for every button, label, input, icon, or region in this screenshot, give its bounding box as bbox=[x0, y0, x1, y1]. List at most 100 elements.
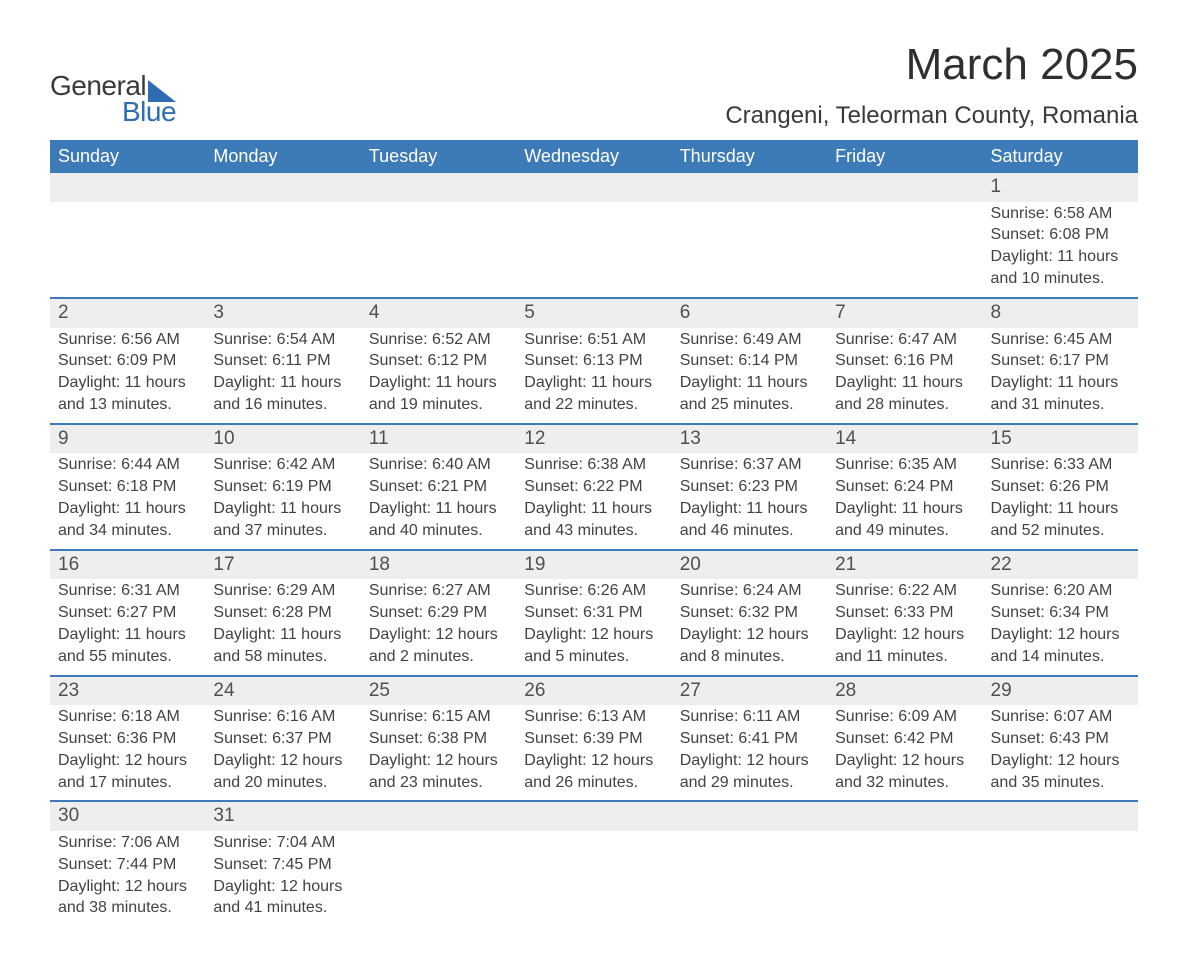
daylight-text-2: and 23 minutes. bbox=[369, 773, 508, 794]
day-number: 30 bbox=[50, 802, 205, 831]
calendar-data-cell bbox=[361, 202, 516, 298]
calendar-table: Sunday Monday Tuesday Wednesday Thursday… bbox=[50, 140, 1138, 926]
daylight-text-2: and 20 minutes. bbox=[213, 773, 352, 794]
calendar-daynum-cell bbox=[205, 173, 360, 202]
sunrise-text: Sunrise: 6:26 AM bbox=[524, 581, 663, 602]
sunrise-text: Sunrise: 6:16 AM bbox=[213, 707, 352, 728]
sunrise-text: Sunrise: 6:45 AM bbox=[991, 330, 1130, 351]
calendar-daynum-cell: 26 bbox=[516, 676, 671, 706]
daylight-text-1: Daylight: 11 hours bbox=[991, 247, 1130, 268]
calendar-data-cell: Sunrise: 6:09 AMSunset: 6:42 PMDaylight:… bbox=[827, 705, 982, 801]
logo: General Blue bbox=[50, 70, 176, 128]
sunset-text: Sunset: 6:24 PM bbox=[835, 477, 974, 498]
calendar-daynum-row: 3031 bbox=[50, 801, 1138, 831]
day-number: 13 bbox=[672, 425, 827, 454]
sunset-text: Sunset: 6:38 PM bbox=[369, 729, 508, 750]
daylight-text-2: and 17 minutes. bbox=[58, 773, 197, 794]
calendar-daynum-cell: 21 bbox=[827, 550, 982, 580]
sunrise-text: Sunrise: 6:27 AM bbox=[369, 581, 508, 602]
sunrise-text: Sunrise: 6:51 AM bbox=[524, 330, 663, 351]
sunset-text: Sunset: 6:13 PM bbox=[524, 351, 663, 372]
calendar-data-cell: Sunrise: 6:13 AMSunset: 6:39 PMDaylight:… bbox=[516, 705, 671, 801]
month-title: March 2025 bbox=[725, 40, 1138, 90]
day-number: 25 bbox=[361, 677, 516, 706]
day-number: 23 bbox=[50, 677, 205, 706]
day-number: 19 bbox=[516, 551, 671, 580]
sunset-text: Sunset: 6:27 PM bbox=[58, 603, 197, 624]
calendar-data-cell: Sunrise: 6:49 AMSunset: 6:14 PMDaylight:… bbox=[672, 328, 827, 424]
day-number: 10 bbox=[205, 425, 360, 454]
daylight-text-2: and 32 minutes. bbox=[835, 773, 974, 794]
calendar-data-cell bbox=[827, 831, 982, 926]
day-header: Thursday bbox=[672, 140, 827, 173]
calendar-daynum-cell bbox=[672, 801, 827, 831]
sunrise-text: Sunrise: 6:31 AM bbox=[58, 581, 197, 602]
calendar-daynum-cell: 6 bbox=[672, 298, 827, 328]
calendar-daynum-cell: 10 bbox=[205, 424, 360, 454]
daylight-text-1: Daylight: 11 hours bbox=[524, 373, 663, 394]
logo-text-blue: Blue bbox=[122, 96, 176, 128]
day-number: 24 bbox=[205, 677, 360, 706]
daylight-text-1: Daylight: 11 hours bbox=[369, 499, 508, 520]
sunrise-text: Sunrise: 6:35 AM bbox=[835, 455, 974, 476]
calendar-daynum-cell: 8 bbox=[983, 298, 1138, 328]
calendar-daynum-cell: 29 bbox=[983, 676, 1138, 706]
sunset-text: Sunset: 6:12 PM bbox=[369, 351, 508, 372]
sunrise-text: Sunrise: 6:42 AM bbox=[213, 455, 352, 476]
calendar-data-cell: Sunrise: 6:52 AMSunset: 6:12 PMDaylight:… bbox=[361, 328, 516, 424]
calendar-daynum-cell: 17 bbox=[205, 550, 360, 580]
calendar-data-cell bbox=[827, 202, 982, 298]
sunrise-text: Sunrise: 6:18 AM bbox=[58, 707, 197, 728]
day-number: 14 bbox=[827, 425, 982, 454]
sunset-text: Sunset: 6:39 PM bbox=[524, 729, 663, 750]
daylight-text-2: and 19 minutes. bbox=[369, 395, 508, 416]
day-number: 6 bbox=[672, 299, 827, 328]
calendar-data-row: Sunrise: 6:58 AMSunset: 6:08 PMDaylight:… bbox=[50, 202, 1138, 298]
day-number: 26 bbox=[516, 677, 671, 706]
calendar-data-cell: Sunrise: 6:44 AMSunset: 6:18 PMDaylight:… bbox=[50, 453, 205, 549]
sunset-text: Sunset: 6:08 PM bbox=[991, 225, 1130, 246]
calendar-data-cell bbox=[50, 202, 205, 298]
calendar-daynum-cell: 12 bbox=[516, 424, 671, 454]
daylight-text-2: and 5 minutes. bbox=[524, 647, 663, 668]
daylight-text-2: and 41 minutes. bbox=[213, 898, 352, 919]
calendar-daynum-row: 9101112131415 bbox=[50, 424, 1138, 454]
calendar-data-cell: Sunrise: 6:35 AMSunset: 6:24 PMDaylight:… bbox=[827, 453, 982, 549]
daylight-text-2: and 2 minutes. bbox=[369, 647, 508, 668]
calendar-daynum-cell: 19 bbox=[516, 550, 671, 580]
calendar-daynum-cell: 16 bbox=[50, 550, 205, 580]
daylight-text-1: Daylight: 11 hours bbox=[680, 499, 819, 520]
daylight-text-2: and 29 minutes. bbox=[680, 773, 819, 794]
day-number: 15 bbox=[983, 425, 1138, 454]
calendar-data-cell bbox=[516, 831, 671, 926]
sunrise-text: Sunrise: 6:29 AM bbox=[213, 581, 352, 602]
daylight-text-1: Daylight: 11 hours bbox=[680, 373, 819, 394]
day-number: 20 bbox=[672, 551, 827, 580]
daylight-text-2: and 40 minutes. bbox=[369, 521, 508, 542]
sunset-text: Sunset: 6:36 PM bbox=[58, 729, 197, 750]
daylight-text-2: and 8 minutes. bbox=[680, 647, 819, 668]
day-number: 7 bbox=[827, 299, 982, 328]
sunrise-text: Sunrise: 6:11 AM bbox=[680, 707, 819, 728]
calendar-daynum-cell bbox=[516, 173, 671, 202]
calendar-daynum-cell: 23 bbox=[50, 676, 205, 706]
calendar-daynum-cell: 22 bbox=[983, 550, 1138, 580]
sunrise-text: Sunrise: 6:09 AM bbox=[835, 707, 974, 728]
calendar-daynum-cell bbox=[361, 173, 516, 202]
sunset-text: Sunset: 6:33 PM bbox=[835, 603, 974, 624]
calendar-daynum-cell: 9 bbox=[50, 424, 205, 454]
daylight-text-1: Daylight: 11 hours bbox=[213, 373, 352, 394]
calendar-daynum-cell: 4 bbox=[361, 298, 516, 328]
sunset-text: Sunset: 6:14 PM bbox=[680, 351, 819, 372]
daylight-text-1: Daylight: 12 hours bbox=[680, 625, 819, 646]
calendar-data-cell: Sunrise: 6:20 AMSunset: 6:34 PMDaylight:… bbox=[983, 579, 1138, 675]
calendar-daynum-cell bbox=[983, 801, 1138, 831]
daylight-text-1: Daylight: 11 hours bbox=[58, 499, 197, 520]
sunrise-text: Sunrise: 6:15 AM bbox=[369, 707, 508, 728]
sunrise-text: Sunrise: 6:47 AM bbox=[835, 330, 974, 351]
sunset-text: Sunset: 6:37 PM bbox=[213, 729, 352, 750]
daylight-text-2: and 35 minutes. bbox=[991, 773, 1130, 794]
calendar-daynum-cell: 13 bbox=[672, 424, 827, 454]
daylight-text-2: and 46 minutes. bbox=[680, 521, 819, 542]
calendar-daynum-cell: 2 bbox=[50, 298, 205, 328]
